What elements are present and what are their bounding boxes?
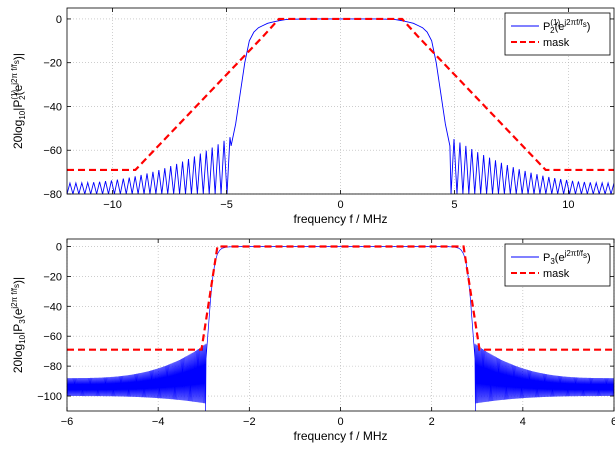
legend-subs: s xyxy=(583,251,587,260)
y-label-sub10: 10 xyxy=(18,110,27,119)
legend-label: mask xyxy=(543,37,570,49)
legend-close: ) xyxy=(587,21,591,33)
y-tick-label: −60 xyxy=(43,145,62,157)
legend-sub: 2 xyxy=(550,26,555,35)
y-tick-label: −20 xyxy=(43,271,62,283)
series-line-mask xyxy=(67,245,614,351)
y-axis-label: 20log10|P3(ej2π f/fs)| xyxy=(10,277,27,373)
y-axis-label: 20log10|P(1)2(ej2π f/fs)| xyxy=(10,53,27,149)
x-axis-label: frequency f / MHz xyxy=(293,212,387,226)
legend: P3(ej2πf/fs) mask xyxy=(504,243,611,287)
legend-supj: j2πf/f xyxy=(563,18,583,27)
legend-subs: s xyxy=(583,20,587,29)
y-tick-label: 0 xyxy=(56,14,62,26)
y-label-sup1: (1) xyxy=(10,90,19,100)
legend: P(1) 2(ej2πf/fs) mask xyxy=(504,12,611,56)
x-tick-label: −10 xyxy=(103,199,122,211)
y-tick-label: −80 xyxy=(43,189,62,201)
plot-series-group xyxy=(67,245,614,411)
x-tick-label: 0 xyxy=(337,199,343,211)
x-tick-label: 4 xyxy=(520,416,526,428)
legend-sup: (1) xyxy=(550,18,560,27)
y-label-base: 20log xyxy=(11,344,25,373)
y-label-supj: j2π f/f xyxy=(10,287,19,309)
y-label-subs: s xyxy=(12,60,21,64)
legend-p: P xyxy=(543,252,550,264)
y-tick-label: −60 xyxy=(43,331,62,343)
x-tick-label: 2 xyxy=(429,416,435,428)
y-label-arg: (e xyxy=(11,308,25,319)
legend-label: P3(ej2πf/fs) xyxy=(543,249,591,266)
y-label-base: 20log xyxy=(11,120,25,149)
legend-arg: (e xyxy=(555,252,565,264)
x-tick-label: 6 xyxy=(611,416,615,428)
legend-label: mask xyxy=(543,268,570,280)
y-tick-label: −100 xyxy=(37,391,62,403)
legend-label: P(1) 2(ej2πf/fs) xyxy=(543,18,590,35)
y-label-abs: |P xyxy=(11,100,25,111)
y-label-close: )| xyxy=(11,277,25,284)
chart-panel-top: −10 −5 0 5 10 0 −20 −40 −60 −80 frequency f / MHz 2… xyxy=(10,7,615,226)
plot-series-group xyxy=(67,17,614,194)
x-tick-label: 5 xyxy=(451,199,457,211)
y-tick-label: −40 xyxy=(43,101,62,113)
series-line-response xyxy=(67,18,614,194)
y-tick-label: −80 xyxy=(43,361,62,373)
x-tick-label: 0 xyxy=(337,416,343,428)
x-tick-label: −5 xyxy=(220,199,233,211)
legend-p: P xyxy=(543,21,550,33)
x-tick-label: −6 xyxy=(61,416,74,428)
y-tick-label: 0 xyxy=(56,241,62,253)
legend-arg: (e xyxy=(555,21,565,33)
y-label-supj: j2π f/f xyxy=(10,63,19,85)
y-label-sub2: 3 xyxy=(18,319,27,324)
series-line-response xyxy=(67,246,614,411)
legend-box xyxy=(504,12,611,56)
y-label-close: )| xyxy=(11,53,25,60)
legend-supj: j2πf/f xyxy=(564,249,584,258)
y-label-sub10: 10 xyxy=(18,334,27,343)
x-axis-label: frequency f / MHz xyxy=(293,429,387,443)
x-tick-label: −2 xyxy=(243,416,256,428)
y-label-arg: (e xyxy=(11,84,25,95)
y-tick-label: −20 xyxy=(43,58,62,70)
y-tick-label: −40 xyxy=(43,301,62,313)
y-label-subs: s xyxy=(12,284,21,288)
series-line-mask xyxy=(67,17,614,172)
x-tick-label: −4 xyxy=(152,416,165,428)
y-label-abs: |P xyxy=(11,324,25,335)
legend-box xyxy=(504,243,611,287)
legend-close: ) xyxy=(587,252,591,264)
legend-sub: 3 xyxy=(550,257,555,266)
y-label-sub2: 2 xyxy=(18,95,27,100)
x-tick-label: 10 xyxy=(562,199,574,211)
